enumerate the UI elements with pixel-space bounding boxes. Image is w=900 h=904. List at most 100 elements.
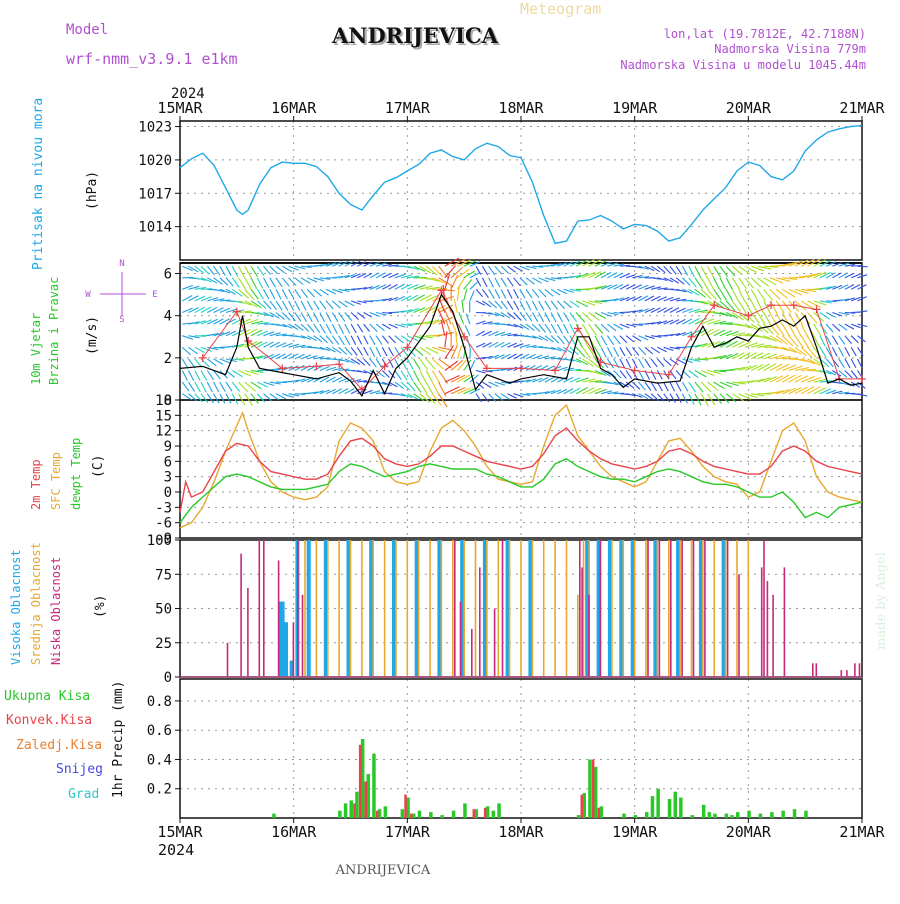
wind-arrow (601, 336, 607, 346)
precip-total-bar (406, 798, 410, 819)
y-tick-label: 0 (164, 485, 172, 501)
wind-arrow (720, 278, 726, 289)
x-tick-label-top: 20MAR (726, 99, 772, 117)
precip-conv-bar (581, 795, 584, 818)
cloud-bar (812, 663, 814, 676)
wind-arrow (314, 313, 319, 322)
y-tick-label: 0 (164, 670, 172, 686)
compass-W: W (85, 290, 91, 300)
wind-arrow (370, 336, 375, 345)
wind-arrow (689, 394, 695, 405)
model-name: wrf-nmm_v3.9.1 e1km (66, 50, 238, 68)
cloud-bar (702, 540, 704, 676)
cloud-bar (543, 540, 545, 676)
cloud-bar (704, 540, 706, 676)
cloud-bar (679, 540, 681, 676)
wind-arrow (514, 278, 521, 286)
y-tick-label: 0.4 (147, 752, 172, 768)
wind-arrow (832, 324, 840, 331)
cloud-bar (647, 540, 649, 676)
wind-arrow (364, 347, 369, 355)
wind-arrow (576, 388, 588, 394)
wind-arrow (420, 394, 430, 403)
wind-arrow (476, 289, 483, 296)
wind-arrow (382, 347, 387, 356)
wind-arrow (364, 336, 369, 345)
precip-legend-hail: Grad (68, 787, 99, 802)
wind-arrow (789, 375, 802, 382)
cloud-bar (407, 540, 409, 676)
wind-arrow (314, 324, 320, 333)
wind-arrow (489, 289, 495, 298)
wind-arrow (426, 371, 433, 383)
wind-arrow (407, 371, 413, 382)
year-bottom: 2024 (158, 841, 194, 859)
wind-arrow (459, 312, 464, 324)
wind-arrow (582, 388, 594, 394)
precip-total-bar (440, 815, 444, 818)
wind-arrow (807, 387, 820, 394)
wind-arrow (420, 295, 432, 301)
wind-arrow (357, 336, 361, 345)
wind-arrow (626, 347, 632, 355)
precip-total-bar (679, 798, 683, 819)
wind-arrow (320, 301, 326, 310)
wind-arrow (814, 388, 826, 394)
wind-arrow (495, 289, 500, 298)
cloud-bar (479, 567, 481, 676)
wind-arrow (839, 347, 844, 356)
precip-conv-bar (484, 808, 487, 818)
wind-arrow (595, 324, 603, 334)
precip-total-bar (622, 814, 626, 818)
precip-total-bar (350, 800, 354, 818)
cloud-bar (645, 540, 647, 676)
wind-arrow (345, 336, 350, 345)
cloud-bar (316, 540, 318, 676)
cloud-bar (293, 622, 295, 676)
pressure-ylabel: Pritisak na nivou mora (31, 98, 46, 270)
precip-total-bar (594, 767, 598, 818)
cloud-bar (566, 540, 568, 676)
model-label: Model (66, 22, 108, 38)
wind-arrow (801, 387, 814, 394)
precip-total-bar (418, 811, 422, 818)
precip-total-bar (367, 774, 371, 818)
precip-total-bar (770, 812, 774, 818)
wind-arrow (551, 301, 558, 310)
precip-total-bar (674, 792, 678, 818)
cloud-bar (486, 540, 488, 676)
wind-arrow (245, 266, 252, 278)
wind-arrow (820, 336, 826, 347)
wind-ylabel-2: Brzina i Pravac (47, 277, 61, 385)
wind-arrow (351, 313, 358, 320)
wind-arrow (720, 266, 728, 276)
precip-conv-bar (592, 760, 595, 819)
cloud-bar (691, 540, 693, 676)
cloud-bar (668, 540, 670, 676)
gust-marker (574, 324, 582, 332)
cloud-bar (520, 540, 522, 676)
wind-arrow (264, 278, 269, 288)
wind-arrow (464, 389, 476, 394)
y-tick-label: 1017 (138, 186, 172, 202)
wind-arrow (701, 266, 707, 278)
wind-arrow (851, 336, 858, 343)
wind-arrow (670, 382, 675, 391)
wind-arrow (226, 394, 231, 404)
cloud-bar (384, 540, 386, 676)
compass-N: N (119, 259, 124, 269)
precip-total-bar (452, 811, 456, 818)
precip-total-bar (497, 803, 501, 818)
precip-total-bar (361, 739, 365, 818)
y-tick-label: 1023 (138, 120, 172, 136)
cloud-bar (725, 540, 727, 676)
cloud-bar (763, 540, 765, 676)
x-tick-label-bottom: 21MAR (839, 823, 885, 841)
cloud-bar (429, 540, 431, 676)
wind-arrow (551, 324, 557, 333)
wind-arrow (445, 310, 451, 324)
wind-arrow (789, 313, 796, 326)
y-tick-label: 50 (155, 602, 172, 618)
wind-arrow (370, 359, 377, 367)
wind-arrow (420, 359, 428, 370)
